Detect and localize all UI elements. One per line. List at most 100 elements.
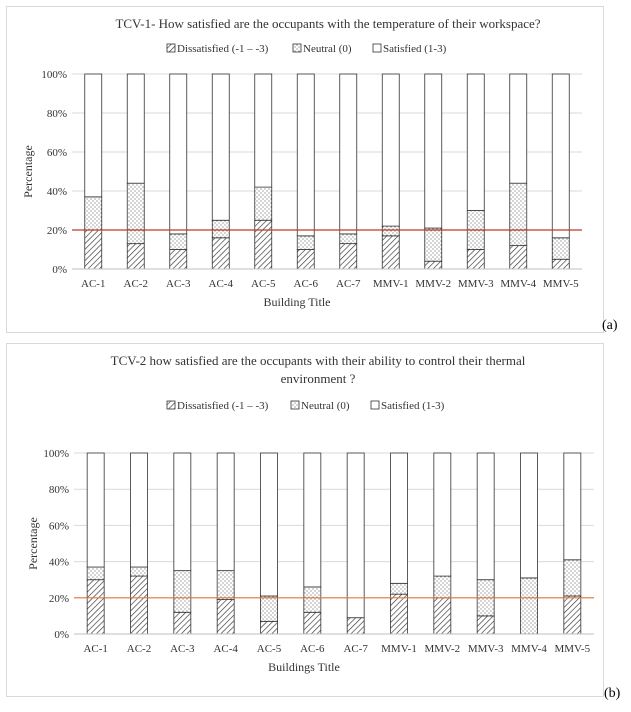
chart-a-xtick-label: MMV-3: [458, 278, 494, 290]
chart-b-legend-label-3: Satisfied (1-3): [381, 400, 445, 412]
panel-label-b: (b): [604, 686, 621, 701]
chart-b-bar-ac-1-hatch: [86, 579, 105, 635]
chart-b-ytick-label: 20%: [49, 593, 69, 605]
chart-a-bar-mmv-1-dots: [381, 225, 400, 237]
chart-b-xtick-label: MMV-1: [381, 643, 417, 655]
chart-b-xtick-label: MMV-3: [468, 643, 504, 655]
chart-b-bar-ac-1-blank: [86, 452, 105, 568]
chart-a-bar-ac-4-hatch: [211, 237, 230, 270]
chart-a-bar-ac-6-blank: [296, 73, 315, 237]
chart-b-legend-label-2: Neutral (0): [301, 400, 350, 412]
chart-a-xtick-label: AC-4: [209, 278, 234, 290]
chart-b-xtick-label: MMV-4: [511, 643, 547, 655]
chart-b-bar-mmv-1-blank: [390, 452, 408, 584]
chart-b-bar-mmv-5-dots: [563, 559, 582, 597]
chart-a-y-axis-title: Percentage: [21, 145, 35, 198]
chart-b-bar-ac-7-hatch: [346, 617, 365, 635]
chart-b-bar-ac-6-blank: [303, 452, 322, 588]
chart-a-xtick-label: AC-2: [124, 278, 148, 290]
chart-b-bar-ac-3-hatch: [173, 611, 192, 635]
chart-b-xtick-label: MMV-2: [424, 643, 460, 655]
chart-b-xtick-label: AC-3: [170, 643, 195, 655]
chart-b-title-line-1: TCV-2 how satisfied are the occupants wi…: [111, 353, 526, 368]
chart-a-bar-ac-2-hatch: [126, 243, 145, 270]
chart-a-xtick-label: AC-7: [336, 278, 361, 290]
chart-a-bar-ac-5-dots: [254, 186, 273, 221]
chart-a-bar-mmv-2-hatch: [424, 260, 443, 270]
chart-a-bar-ac-4-blank: [211, 73, 230, 221]
chart-a-bar-ac-6-dots: [296, 235, 315, 250]
chart-b-bar-mmv-1-hatch: [390, 593, 408, 635]
chart-b-title-line-2: environment ?: [281, 371, 356, 386]
chart-a-bar-ac-5-hatch: [254, 219, 273, 270]
chart-b-bar-ac-2-hatch: [130, 575, 148, 635]
chart-a-bar-ac-6-hatch: [296, 249, 315, 270]
chart-b-ytick-label: 100%: [43, 448, 69, 460]
chart-a-bar-mmv-4-hatch: [509, 245, 528, 270]
chart-a-bar-ac-2-dots: [126, 182, 145, 245]
chart-b-legend-swatch-3: [370, 400, 380, 410]
chart-b-legend-label-1: Dissatisfied (-1 – -3): [177, 400, 269, 412]
chart-b-bar-ac-2-blank: [130, 452, 148, 568]
chart-b-bar-mmv-4-dots: [520, 577, 538, 635]
chart-a-bar-mmv-2-dots: [424, 227, 443, 262]
chart-b-xtick-label: AC-4: [213, 643, 238, 655]
chart-a-legend-label-1: Dissatisfied (-1 – -3): [177, 43, 269, 55]
chart-a-legend-swatch-1: [166, 43, 176, 53]
chart-b-y-axis-title: Percentage: [26, 517, 40, 570]
chart-b-bar-ac-5-hatch: [260, 620, 278, 635]
chart-b-xtick-label: AC-1: [83, 643, 107, 655]
chart-a-ytick-label: 60%: [47, 147, 67, 159]
chart-a-bar-ac-3-dots: [169, 233, 188, 250]
chart-a-bar-ac-1-hatch: [84, 229, 103, 270]
chart-a-title: TCV-1- How satisfied are the occupants w…: [115, 16, 540, 31]
chart-a-bar-ac-4-dots: [211, 219, 230, 239]
chart-b-bar-ac-6-dots: [303, 586, 322, 613]
chart-b-bar-mmv-2-hatch: [433, 597, 452, 635]
chart-a-legend-swatch-3: [372, 43, 382, 53]
chart-b-bar-mmv-5-blank: [563, 452, 582, 561]
chart-b-legend-swatch-1: [166, 400, 176, 410]
chart-a-x-axis-title: Building Title: [263, 295, 330, 309]
chart-b-bar-ac-3-blank: [173, 452, 192, 572]
chart-a-bar-mmv-5-dots: [551, 237, 570, 260]
chart-a-bar-ac-1-dots: [84, 196, 103, 231]
chart-a-bar-mmv-4-blank: [509, 73, 528, 184]
chart-b-bar-ac-6-hatch: [303, 611, 322, 635]
chart-b-bar-mmv-3-blank: [476, 452, 495, 581]
chart-a-bar-ac-5-blank: [254, 73, 273, 188]
chart-b-xtick-label: AC-5: [257, 643, 282, 655]
chart-a-bar-mmv-3-hatch: [466, 249, 485, 270]
chart-a-bar-mmv-1-blank: [381, 73, 400, 227]
chart-b-bar-ac-2-dots: [130, 566, 148, 577]
chart-b-bar-ac-4-blank: [216, 452, 235, 572]
chart-a-bar-mmv-1-hatch: [381, 235, 400, 270]
chart-b-ytick-label: 80%: [49, 484, 69, 496]
chart-b-ytick-label: 0%: [54, 629, 69, 641]
chart-a-bar-mmv-4-dots: [509, 182, 528, 246]
chart-a-xtick-label: AC-1: [81, 278, 105, 290]
chart-a-bar-ac-7-blank: [339, 73, 358, 235]
chart-b-bar-mmv-4-blank: [520, 452, 538, 579]
chart-a-legend-label-3: Satisfied (1-3): [383, 43, 447, 55]
chart-b-xtick-label: AC-2: [127, 643, 151, 655]
chart-a-xtick-label: MMV-1: [373, 278, 409, 290]
chart-b-bar-mmv-5-hatch: [563, 595, 582, 635]
chart-a-legend-swatch-2: [292, 43, 302, 53]
chart-a-xtick-label: MMV-4: [500, 278, 536, 290]
chart-b-bar-ac-4-hatch: [216, 599, 235, 635]
chart-a-bar-ac-3-hatch: [169, 249, 188, 270]
chart-b-bar-ac-3-dots: [173, 570, 192, 613]
panel-label-a: (a): [602, 318, 618, 333]
chart-a-ytick-label: 80%: [47, 108, 67, 120]
chart-a-bar-ac-1-blank: [84, 73, 103, 198]
chart-a-bar-ac-3-blank: [169, 73, 188, 235]
chart-a-ytick-label: 40%: [47, 186, 67, 198]
chart-b-bar-ac-5-dots: [260, 595, 278, 622]
chart-b-bar-mmv-1-dots: [390, 582, 408, 595]
chart-b-bar-ac-4-dots: [216, 570, 235, 601]
chart-b-ytick-label: 40%: [49, 557, 69, 569]
chart-a-bar-ac-7-hatch: [339, 243, 358, 270]
chart-b-bar-mmv-2-blank: [433, 452, 452, 577]
chart-a-xtick-label: AC-6: [294, 278, 319, 290]
